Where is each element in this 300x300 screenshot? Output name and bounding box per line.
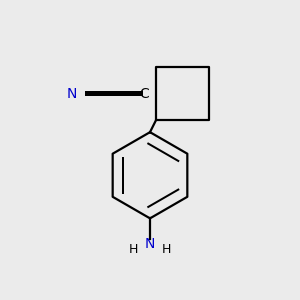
Text: N: N (145, 237, 155, 250)
Text: C: C (139, 86, 148, 100)
Text: N: N (67, 86, 77, 100)
Text: H: H (129, 243, 138, 256)
Text: H: H (162, 243, 171, 256)
